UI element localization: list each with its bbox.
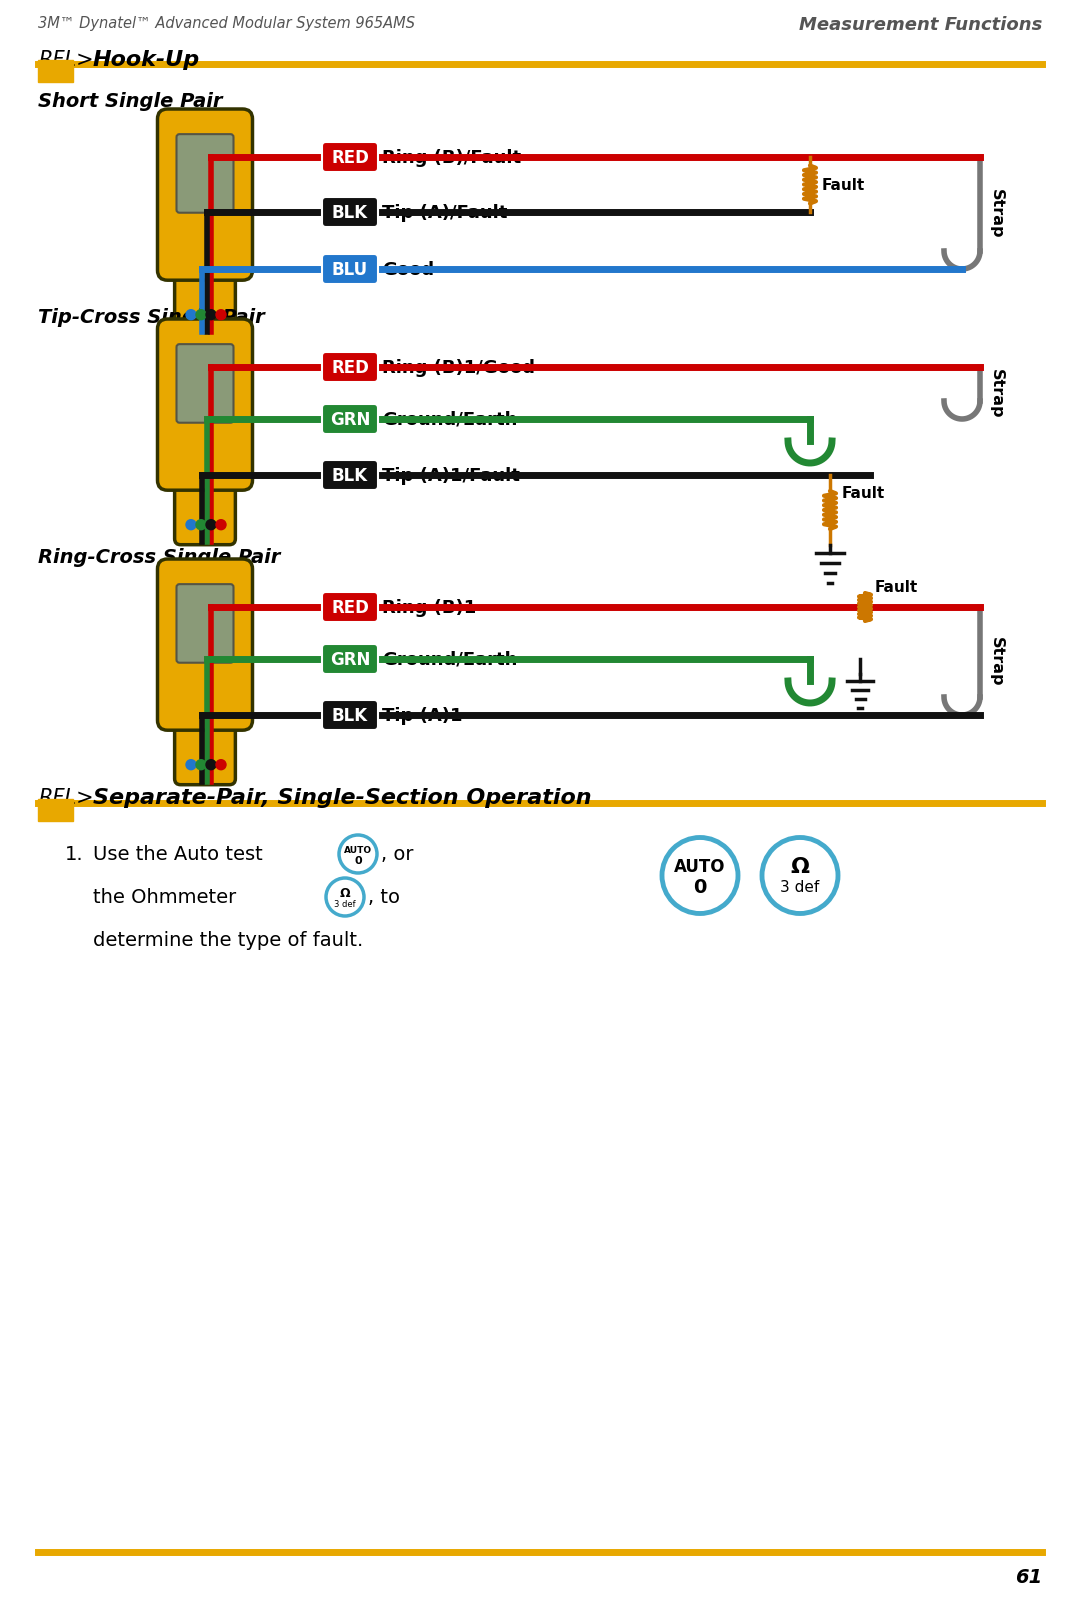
Text: BLK: BLK [332,707,368,725]
Circle shape [339,836,377,874]
Circle shape [186,760,195,770]
Circle shape [662,837,738,914]
Text: Ring-Cross Single Pair: Ring-Cross Single Pair [38,548,281,567]
Text: Hook-Up: Hook-Up [93,50,200,71]
Text: determine the type of fault.: determine the type of fault. [93,930,363,950]
Text: Good: Good [382,260,434,280]
Text: RED: RED [332,599,369,617]
Text: Separate-Pair, Single-Section Operation: Separate-Pair, Single-Section Operation [93,787,592,807]
Text: Ground/Earth: Ground/Earth [382,651,517,669]
FancyBboxPatch shape [322,405,378,435]
Text: Tip (A)1/Fault: Tip (A)1/Fault [382,466,519,485]
Text: 3 def: 3 def [334,900,355,910]
FancyBboxPatch shape [322,198,378,228]
FancyBboxPatch shape [175,699,235,786]
Text: 3M™ Dynatel™ Advanced Modular System 965AMS: 3M™ Dynatel™ Advanced Modular System 965… [38,16,415,31]
Text: Ω: Ω [791,857,810,877]
Circle shape [186,310,195,320]
FancyBboxPatch shape [176,346,233,424]
Circle shape [186,521,195,530]
Circle shape [206,760,216,770]
FancyBboxPatch shape [176,585,233,664]
FancyBboxPatch shape [322,701,378,731]
Text: the Ohmmeter: the Ohmmeter [93,889,237,906]
FancyBboxPatch shape [322,644,378,675]
FancyBboxPatch shape [322,461,378,490]
Text: Fault: Fault [875,580,918,595]
Text: Tip (A)1: Tip (A)1 [382,707,462,725]
Text: 3 def: 3 def [781,879,820,895]
Text: Ring (B)/Fault: Ring (B)/Fault [382,149,522,167]
Circle shape [216,760,226,770]
Circle shape [216,521,226,530]
FancyBboxPatch shape [158,109,253,281]
FancyBboxPatch shape [158,320,253,490]
Circle shape [195,760,206,770]
Text: 61: 61 [1015,1567,1042,1586]
Text: GRN: GRN [329,411,370,429]
Circle shape [206,521,216,530]
Text: Tip-Cross Single Pair: Tip-Cross Single Pair [38,309,265,326]
FancyBboxPatch shape [176,135,233,214]
FancyBboxPatch shape [158,559,253,731]
Text: 0: 0 [693,877,706,897]
Text: Fault: Fault [842,487,886,501]
Text: , to: , to [368,889,400,906]
Text: RED: RED [332,358,369,376]
Text: BLK: BLK [332,204,368,222]
Text: Measurement Functions: Measurement Functions [798,16,1042,34]
Circle shape [195,310,206,320]
Text: Tip (A)/Fault: Tip (A)/Fault [382,204,508,222]
Text: RFL>: RFL> [38,787,94,807]
Text: GRN: GRN [329,651,370,669]
Text: Use the Auto test: Use the Auto test [93,845,262,865]
Text: 0: 0 [354,855,362,866]
Text: Strap: Strap [988,636,1003,686]
Text: 1.: 1. [65,845,83,865]
Circle shape [206,310,216,320]
Text: Ring (B)1/Good: Ring (B)1/Good [382,358,535,376]
Text: RFL>: RFL> [38,50,94,71]
FancyBboxPatch shape [322,143,378,174]
Text: AUTO: AUTO [343,845,373,855]
FancyBboxPatch shape [322,256,378,284]
Circle shape [326,879,364,916]
Circle shape [195,521,206,530]
Bar [38,61,73,84]
FancyBboxPatch shape [175,460,235,545]
Text: Ring (B)1: Ring (B)1 [382,599,476,617]
Text: BLK: BLK [332,466,368,485]
Text: Ω: Ω [340,887,350,900]
Text: Fault: Fault [822,178,865,193]
FancyBboxPatch shape [322,354,378,382]
Text: RED: RED [332,149,369,167]
Text: BLU: BLU [332,260,368,280]
Bar [38,800,73,821]
Text: AUTO: AUTO [674,858,726,876]
Text: , or: , or [381,845,414,865]
Text: Strap: Strap [988,190,1003,238]
FancyBboxPatch shape [322,593,378,622]
Text: Ground/Earth: Ground/Earth [382,411,517,429]
Text: Strap: Strap [988,370,1003,418]
FancyBboxPatch shape [175,251,235,336]
Text: Short Single Pair: Short Single Pair [38,92,222,111]
Circle shape [216,310,226,320]
Circle shape [762,837,838,914]
